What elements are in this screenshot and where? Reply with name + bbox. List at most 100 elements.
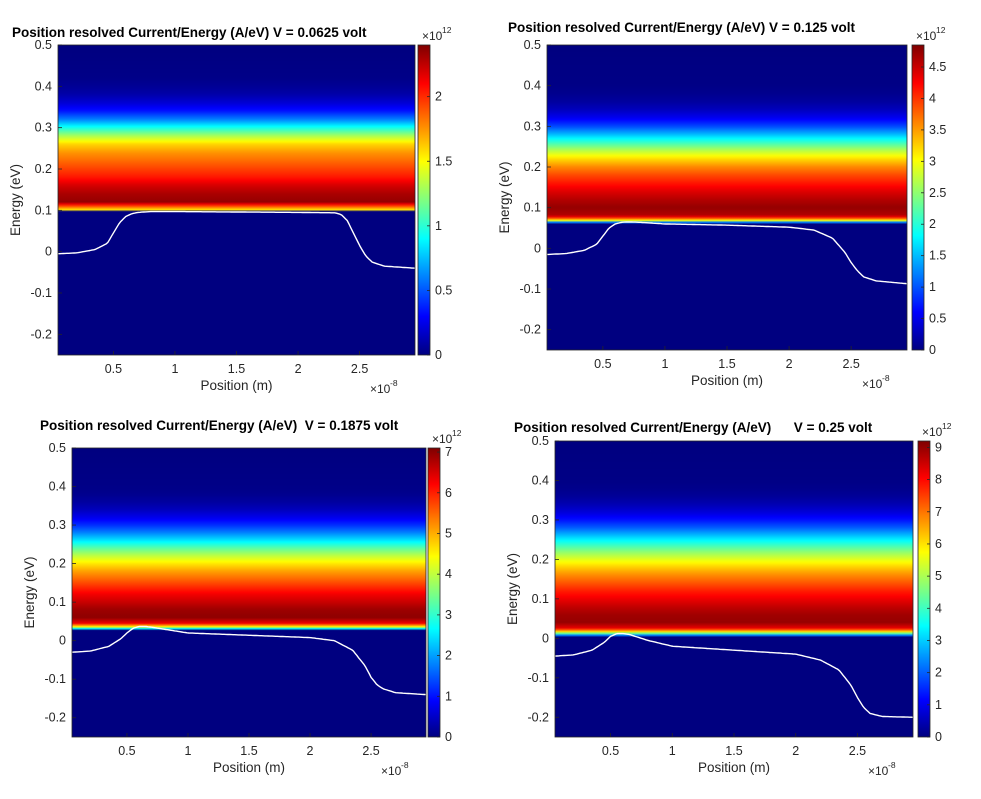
colorbar-tick-label: 3	[929, 154, 936, 168]
axes-box	[71, 447, 427, 738]
colorbar-exponent-base: ×10	[916, 29, 937, 43]
colorbar-tick-label: 0.5	[929, 312, 946, 326]
x-tick-label: 2.5	[849, 744, 866, 758]
y-tick-label: 0.5	[524, 38, 541, 52]
chart-panel-3: -0.2 -0.1 0 0.1 0.2 0.3 0.4 0.5 0.5 1 1.5 2 2.5 Posit…	[22, 418, 462, 778]
x-exponent-base: ×10	[370, 382, 391, 396]
colorbar-tick-label: 5	[445, 526, 452, 540]
colorbar-tick-label: 0	[435, 348, 442, 362]
y-tick-label: 0.4	[49, 480, 66, 494]
colorbar-tick-label: 0	[445, 730, 452, 744]
heatmap-image	[58, 45, 415, 355]
colorbar-tick-label: 0	[929, 343, 936, 357]
colorbar-tick-label: 3	[445, 608, 452, 622]
x-exponent-power: -8	[882, 373, 890, 383]
chart-panel-2: -0.2 -0.1 0 0.1 0.2 0.3 0.4 0.5 0.5 1 1.5 2 2.5 Posit…	[497, 20, 946, 391]
x-tick-label: 2.5	[351, 362, 368, 376]
colorbar-tick-label: 7	[445, 445, 452, 459]
x-tick-label: 2	[295, 362, 302, 376]
y-tick-label: 0.2	[532, 552, 549, 566]
y-tick-label: 0.3	[532, 513, 549, 527]
x-axis-label: Position (m)	[200, 378, 272, 393]
colorbar-tick-label: 8	[935, 473, 942, 487]
chart-title: Position resolved Current/Energy (A/eV) …	[508, 20, 855, 35]
colorbar-tick-label: 2	[929, 217, 936, 231]
heatmap-image	[555, 441, 913, 737]
y-tick-label: 0.3	[35, 121, 52, 135]
colorbar-tick-label: 6	[935, 537, 942, 551]
chart-panel-4: -0.2 -0.1 0 0.1 0.2 0.3 0.4 0.5 0.5 1 1.5 2 2.5 Posit…	[505, 420, 952, 778]
x-tick-label: 2.5	[842, 357, 859, 371]
y-axis-label: Energy (eV)	[505, 553, 520, 625]
chart-title: Position resolved Current/Energy (A/eV) …	[40, 418, 399, 433]
colorbar-tick-label: 6	[445, 486, 452, 500]
x-exponent-base: ×10	[862, 377, 883, 391]
x-tick-label: 2	[307, 744, 314, 758]
y-tick-label: 0.5	[532, 434, 549, 448]
colorbar-exponent-power: 12	[442, 25, 452, 35]
axes-box	[57, 44, 416, 356]
band-edge-line	[547, 221, 908, 285]
y-tick-label: 0.2	[524, 160, 541, 174]
x-tick-label: 0.5	[105, 362, 122, 376]
colorbar	[917, 440, 931, 738]
y-tick-label: -0.2	[527, 710, 549, 724]
y-tick-label: 0.1	[532, 592, 549, 606]
x-tick-label: 1	[171, 362, 178, 376]
heatmap-image	[547, 45, 907, 350]
band-edge-line	[71, 625, 427, 696]
colorbar	[911, 44, 925, 351]
colorbar-tick-label: 5	[935, 569, 942, 583]
colorbar-tick-label: 0	[935, 730, 942, 744]
chart-title: Position resolved Current/Energy (A/eV) …	[514, 420, 873, 435]
y-tick-label: 0.2	[35, 162, 52, 176]
y-tick-label: 0	[542, 631, 549, 645]
colorbar-tick-label: 4	[445, 567, 452, 581]
colorbar-tick-label: 1	[929, 280, 936, 294]
y-tick-label: -0.1	[44, 672, 66, 686]
y-tick-label: 0.3	[524, 119, 541, 133]
colorbar-exponent-power: 12	[452, 428, 462, 438]
x-tick-label: 0.5	[594, 357, 611, 371]
x-exponent-power: -8	[888, 760, 896, 770]
y-tick-label: 0.1	[524, 201, 541, 215]
axes-box	[554, 440, 914, 738]
y-tick-label: 0	[45, 245, 52, 259]
colorbar-tick-label: 9	[935, 440, 942, 454]
colorbar-tick-label: 1.5	[929, 249, 946, 263]
colorbar-tick-label: 7	[935, 505, 942, 519]
y-tick-label: 0	[59, 634, 66, 648]
x-tick-label: 1.5	[718, 357, 735, 371]
x-tick-label: 1	[669, 744, 676, 758]
x-tick-label: 1.5	[240, 744, 257, 758]
y-tick-label: 0.1	[35, 203, 52, 217]
colorbar-tick-label: 1	[935, 698, 942, 712]
y-tick-label: 0.1	[49, 595, 66, 609]
y-tick-label: -0.1	[30, 286, 52, 300]
x-tick-label: 1	[184, 744, 191, 758]
colorbar	[417, 44, 431, 356]
y-tick-label: -0.1	[519, 282, 541, 296]
colorbar	[427, 447, 441, 738]
x-tick-label: 1.5	[228, 362, 245, 376]
y-tick-label: -0.2	[519, 323, 541, 337]
y-axis-label: Energy (eV)	[497, 161, 512, 233]
y-axis-label: Energy (eV)	[8, 164, 23, 236]
colorbar-tick-label: 4	[935, 601, 942, 615]
heatmap-image	[72, 448, 426, 737]
x-tick-label: 2	[786, 357, 793, 371]
colorbar-exponent-base: ×10	[422, 29, 443, 43]
colorbar-tick-label: 2	[445, 649, 452, 663]
colorbar-tick-label: 2	[935, 666, 942, 680]
colorbar-tick-label: 1.5	[435, 154, 452, 168]
y-tick-label: 0	[534, 241, 541, 255]
y-tick-label: 0.3	[49, 518, 66, 532]
chart-panel-1: -0.2 -0.1 0 0.1 0.2 0.3 0.4 0.5 0.5 1 1.5 2 2.5 Posit…	[8, 25, 452, 396]
y-tick-label: -0.2	[30, 327, 52, 341]
y-tick-label: -0.1	[527, 671, 549, 685]
x-axis-label: Position (m)	[691, 373, 763, 388]
x-exponent-power: -8	[401, 760, 409, 770]
colorbar-tick-label: 2.5	[929, 186, 946, 200]
colorbar-tick-label: 4.5	[929, 60, 946, 74]
